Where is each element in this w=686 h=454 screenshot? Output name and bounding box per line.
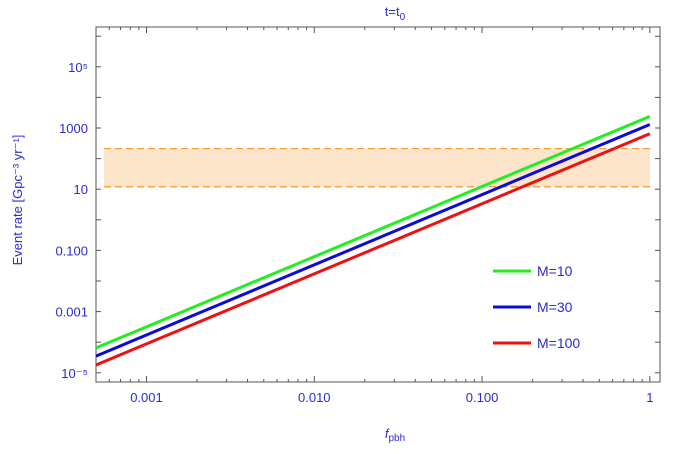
series-lines — [95, 115, 651, 367]
axes: 0.001 0.010 0.100 1 10⁻⁵ 0.001 0.100 10 1000 10⁵ — [55, 26, 661, 405]
y-tick-label: 10⁵ — [68, 60, 88, 75]
y-tick-label: 10⁻⁵ — [61, 366, 88, 381]
legend-label: M=30 — [537, 299, 573, 315]
legend: M=10 M=30 M=100 — [493, 263, 580, 351]
chart-title-sub: 0 — [400, 12, 406, 23]
chart-title: t=t0 — [385, 4, 406, 23]
y-tick-label: 1000 — [59, 121, 88, 136]
x-axis-title-base: f — [385, 426, 390, 441]
series-line-m-100 — [95, 132, 651, 367]
x-tick-label: 1 — [646, 390, 653, 405]
x-axis-title-sub: pbh — [388, 433, 405, 444]
legend-label: M=10 — [537, 263, 573, 279]
y-axis-title: Event rate [Gpc⁻³ yr⁻¹] — [10, 135, 25, 266]
x-axis-title: fpbh — [385, 426, 405, 444]
chart-title-base: t=t — [385, 4, 400, 19]
series-line-m-10 — [95, 115, 651, 350]
y-tick-label: 10 — [74, 182, 88, 197]
x-tick-label: 0.100 — [466, 390, 499, 405]
series-line-m-30 — [95, 123, 651, 358]
legend-label: M=100 — [537, 335, 580, 351]
x-tick-label: 0.010 — [298, 390, 331, 405]
plot-frame — [95, 26, 661, 383]
y-tick-label: 0.100 — [55, 243, 88, 258]
y-tick-label: 0.001 — [55, 305, 88, 320]
x-tick-label: 0.001 — [130, 390, 163, 405]
